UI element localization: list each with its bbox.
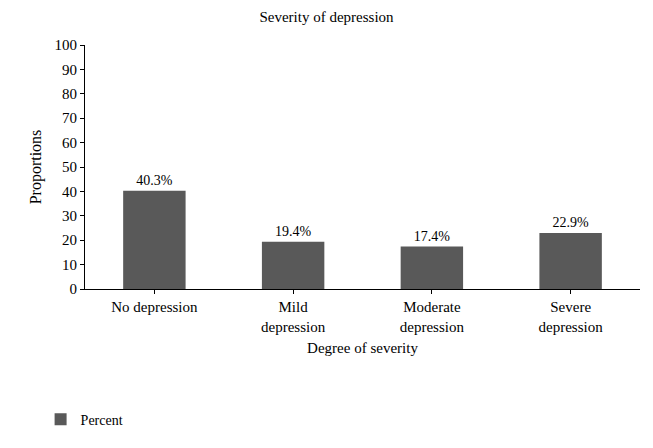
svg-text:Milddepression: Milddepression bbox=[261, 299, 326, 335]
svg-text:60: 60 bbox=[62, 135, 77, 151]
svg-text:Percent: Percent bbox=[81, 413, 123, 428]
svg-text:70: 70 bbox=[62, 110, 77, 126]
svg-text:22.9%: 22.9% bbox=[552, 215, 589, 230]
svg-text:Proportions: Proportions bbox=[27, 130, 45, 205]
svg-text:Moderatedepression: Moderatedepression bbox=[400, 299, 465, 335]
svg-text:19.4%: 19.4% bbox=[275, 224, 312, 239]
svg-text:40.3%: 40.3% bbox=[136, 173, 173, 188]
svg-text:Degree of severity: Degree of severity bbox=[307, 340, 418, 356]
svg-text:100: 100 bbox=[55, 37, 78, 53]
svg-text:17.4%: 17.4% bbox=[414, 229, 451, 244]
svg-text:50: 50 bbox=[62, 159, 77, 175]
svg-text:80: 80 bbox=[62, 86, 77, 102]
svg-text:90: 90 bbox=[62, 62, 77, 78]
svg-text:Severedepression: Severedepression bbox=[539, 299, 604, 335]
svg-text:20: 20 bbox=[62, 232, 77, 248]
svg-text:30: 30 bbox=[62, 208, 77, 224]
svg-text:Severity of depression: Severity of depression bbox=[259, 9, 394, 25]
svg-text:10: 10 bbox=[62, 257, 77, 273]
svg-text:40: 40 bbox=[62, 184, 77, 200]
svg-text:No depression: No depression bbox=[111, 299, 198, 315]
svg-text:0: 0 bbox=[70, 281, 78, 297]
